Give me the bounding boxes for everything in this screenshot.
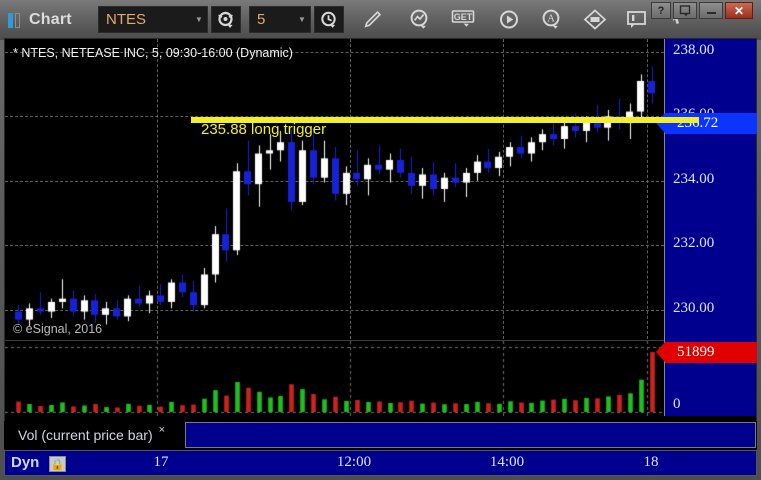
interval-clock-button[interactable]	[314, 6, 344, 33]
price-tick-label: 238.00	[673, 41, 715, 58]
titlebar: Chart NTES ▼ 5 ▼	[0, 0, 761, 40]
time-tick-label: 17	[153, 454, 169, 470]
trigger-line[interactable]	[191, 117, 699, 124]
interval-value: 5	[257, 11, 266, 28]
time-tick-label: 12:00	[336, 454, 372, 470]
status-mode-label: Dyn	[11, 454, 40, 471]
copyright-label: © eSignal, 2016	[13, 322, 103, 336]
tabstrip-empty-area[interactable]	[185, 422, 756, 448]
line-chart-circle-icon	[410, 9, 428, 29]
candlestick-canvas	[5, 39, 664, 339]
chevron-down-icon[interactable]: ▼	[195, 14, 203, 24]
comment-icon	[627, 11, 646, 28]
pane-tabstrip: Vol (current price bar) ×	[4, 421, 757, 449]
time-tick-label: 18	[643, 454, 659, 470]
minimize-button[interactable]	[699, 2, 723, 19]
diamond-icon	[583, 9, 607, 30]
volume-zero-label: 0	[673, 396, 681, 412]
tab-volume-label: Vol (current price bar)	[18, 427, 153, 443]
price-tick-label: 232.00	[673, 235, 715, 252]
minimize-icon	[706, 11, 716, 14]
restore-icon	[679, 4, 690, 16]
last-volume-badge: 51899	[656, 342, 757, 363]
volume-canvas	[5, 341, 664, 416]
chart-frame: * NTES, NETEASE INC, 5, 09:30-16:00 (Dyn…	[4, 38, 757, 456]
chart-header: * NTES, NETEASE INC, 5, 09:30-16:00 (Dyn…	[13, 46, 293, 60]
statusbar: Dyn 🔒 17 12:00 14:00 18	[4, 450, 757, 476]
close-button[interactable]: ✕	[725, 2, 753, 19]
volume-pane[interactable]	[5, 340, 756, 416]
svg-text:A: A	[547, 14, 555, 25]
window-title: Chart	[8, 8, 72, 32]
tool-draw-pencil[interactable]	[357, 6, 387, 34]
target-search-icon	[218, 11, 233, 28]
tool-study-line[interactable]	[405, 6, 435, 34]
tool-play[interactable]	[494, 6, 524, 34]
window-title-text: Chart	[29, 11, 72, 28]
help-icon: ?	[657, 4, 665, 17]
tool-comment[interactable]	[622, 6, 652, 34]
help-button[interactable]: ?	[651, 2, 671, 19]
badge-pointer-icon	[656, 342, 665, 362]
tab-volume[interactable]: Vol (current price bar) ×	[10, 421, 170, 449]
tool-annotate-text[interactable]: A	[537, 6, 567, 34]
clock-icon	[321, 11, 336, 28]
last-price-badge: 236.72	[656, 113, 757, 134]
trigger-annotation-label: 235.88 long trigger	[201, 121, 327, 138]
time-tick-label: 14:00	[489, 454, 525, 470]
tool-get-quote[interactable]: GET	[448, 6, 478, 34]
chart-bars-icon	[8, 12, 24, 28]
pencil-icon	[364, 10, 382, 28]
price-tick-label: 234.00	[673, 170, 715, 187]
last-volume-value: 51899	[677, 344, 715, 360]
interval-combo[interactable]: 5 ▼	[249, 6, 311, 33]
tool-shape[interactable]	[580, 6, 610, 34]
symbol-combo[interactable]: NTES ▼	[98, 6, 208, 33]
restore-button[interactable]	[673, 2, 697, 19]
play-circle-icon	[500, 10, 518, 29]
close-icon: ✕	[733, 3, 745, 18]
price-pane[interactable]: * NTES, NETEASE INC, 5, 09:30-16:00 (Dyn…	[5, 39, 756, 339]
get-icon: GET	[451, 10, 475, 27]
volume-axis[interactable]: 51899 0	[656, 340, 757, 416]
close-icon[interactable]: ×	[158, 424, 166, 436]
symbol-value: NTES	[106, 11, 147, 28]
lock-icon[interactable]: 🔒	[49, 456, 66, 472]
svg-text:GET: GET	[454, 12, 473, 22]
symbol-search-button[interactable]	[211, 6, 241, 33]
letter-a-circle-icon: A	[542, 9, 560, 29]
price-tick-label: 230.00	[673, 299, 715, 316]
chevron-down-icon[interactable]: ▼	[298, 14, 306, 24]
